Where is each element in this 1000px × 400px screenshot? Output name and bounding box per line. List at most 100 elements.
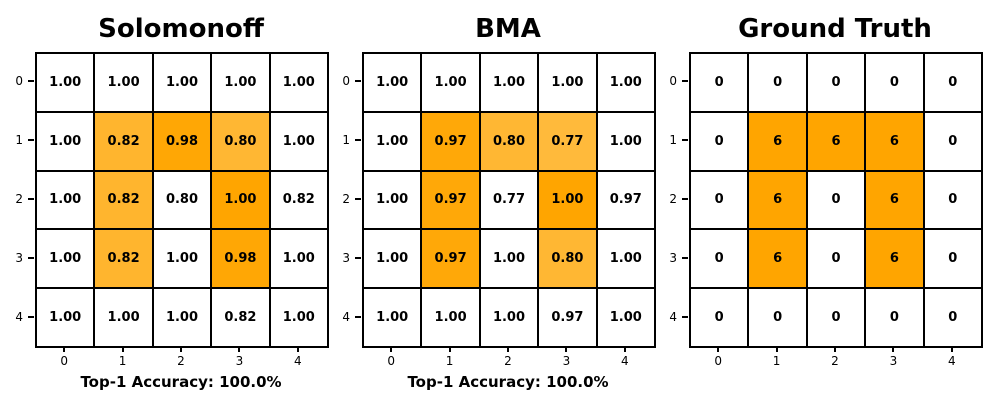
heatmap-cell: 1.00: [596, 111, 655, 171]
heatmap-cell: 6: [865, 111, 924, 171]
heatmap-cell: 1.00: [363, 111, 422, 171]
y-tick-label: 4: [669, 309, 677, 324]
heatmap-cell: 1.00: [479, 229, 539, 289]
heatmap-cell: 6: [748, 170, 807, 230]
heatmap-cell: 1.00: [363, 53, 422, 112]
x-tick-label: 1: [772, 354, 781, 368]
x-tick-mark: [296, 347, 299, 352]
y-tick-label: 2: [15, 192, 23, 206]
y-tick-mark: [355, 139, 361, 142]
y-tick-label: 2: [669, 192, 677, 206]
heatmap-cell: 0.97: [538, 288, 597, 347]
y-tick-label: 3: [342, 250, 350, 265]
heatmap-cell: 0: [748, 53, 807, 112]
x-tick-label: 3: [889, 354, 898, 368]
heatmap-cell: 0: [690, 111, 749, 171]
heatmap-cell: 0.80: [538, 229, 597, 289]
y-tick-mark: [355, 198, 361, 200]
heatmap-cell: 0.80: [479, 111, 539, 171]
x-tick-label: 4: [620, 354, 629, 368]
y-tick-mark: [28, 80, 34, 83]
x-tick-mark: [565, 347, 568, 352]
x-tick-mark: [834, 347, 836, 352]
x-tick-mark: [775, 347, 778, 352]
heatmap-cell: 0.97: [596, 170, 655, 230]
heatmap-cell: 0: [690, 288, 749, 347]
y-tick-mark: [28, 139, 34, 142]
heatmap-cell: 0.97: [421, 229, 480, 289]
heatmap-cell: 1.00: [269, 288, 328, 347]
x-tick-mark: [717, 347, 720, 352]
y-tick-label: 1: [15, 133, 23, 148]
heatmap-cell: 0: [923, 288, 982, 347]
heatmap-cell: 0: [806, 170, 866, 230]
heatmap-cell: 1.00: [596, 53, 655, 112]
y-tick-mark: [682, 256, 688, 259]
y-tick-mark: [28, 198, 34, 200]
x-tick-mark: [507, 347, 509, 352]
heatmap-cell: 0: [923, 170, 982, 230]
x-tick-label: 4: [947, 354, 956, 368]
heatmap-cell: 1.00: [538, 53, 597, 112]
heatmap-cell: 0.82: [94, 229, 153, 289]
heatmap-cell: 0: [923, 111, 982, 171]
x-tick-mark: [238, 347, 241, 352]
accuracy-label: Top-1 Accuracy: 100.0%: [80, 373, 282, 391]
heatmap-cell: 6: [806, 111, 866, 171]
heatmap-cell: 6: [865, 170, 924, 230]
x-tick-label: 2: [177, 354, 185, 368]
heatmap-cell: 0.82: [211, 288, 270, 347]
y-tick-mark: [28, 315, 34, 318]
heatmap-cell: 1.00: [94, 288, 153, 347]
y-tick-label: 0: [342, 74, 350, 89]
y-tick-mark: [28, 256, 34, 259]
heatmap-cell: 6: [748, 229, 807, 289]
y-tick-label: 4: [342, 309, 350, 324]
y-tick-label: 0: [669, 74, 677, 89]
x-tick-label: 1: [118, 354, 127, 368]
heatmap-cell: 1.00: [36, 288, 95, 347]
y-tick-label: 3: [15, 250, 23, 265]
heatmap-cell: 0: [690, 170, 749, 230]
heatmap-cell: 0: [923, 229, 982, 289]
x-tick-label: 0: [387, 354, 395, 368]
y-tick-label: 1: [342, 133, 350, 148]
heatmap-cell: 0: [690, 53, 749, 112]
heatmap-cell: 1.00: [538, 170, 597, 230]
heatmap-cell: 1.00: [211, 170, 270, 230]
heatmap-cell: 0: [748, 288, 807, 347]
heatmap-cell: 1.00: [596, 288, 655, 347]
heatmap-cell: 0.80: [152, 170, 212, 230]
x-tick-label: 0: [60, 354, 68, 368]
heatmap-cell: 0: [865, 288, 924, 347]
heatmap-cell: 0: [806, 53, 866, 112]
heatmap-cell: 0.80: [211, 111, 270, 171]
y-tick-mark: [355, 315, 361, 318]
heatmap-cell: 0.97: [421, 111, 480, 171]
heatmap-cell: 1.00: [269, 111, 328, 171]
y-tick-mark: [682, 80, 688, 83]
y-tick-label: 1: [669, 133, 677, 148]
panel-title: BMA: [475, 14, 541, 44]
x-tick-label: 0: [714, 354, 722, 368]
y-tick-label: 3: [669, 250, 677, 265]
heatmap-cell: 1.00: [36, 170, 95, 230]
x-tick-label: 2: [504, 354, 512, 368]
x-tick-mark: [390, 347, 393, 352]
heatmap-cell: 0.82: [94, 111, 153, 171]
heatmap-cell: 1.00: [152, 288, 212, 347]
y-tick-label: 0: [15, 74, 23, 89]
heatmap-cell: 1.00: [36, 229, 95, 289]
heatmap-cell: 1.00: [363, 288, 422, 347]
heatmap-cell: 1.00: [479, 53, 539, 112]
panel-bma: BMA 1.00 1.00 1.00 1.00 1.00 1.00 0.97 0.80 0.77…: [342, 0, 656, 400]
heatmap-cell: 1.00: [94, 53, 153, 112]
heatmap-cell: 1.00: [596, 229, 655, 289]
panel-solomonoff: Solomonoff 1.00 1.00 1.00 1.00 1.00 1.00 0.82 0…: [15, 0, 329, 400]
heatmap-cell: 0: [865, 53, 924, 112]
heatmap-cell: 0.98: [152, 111, 212, 171]
heatmap-cell: 1.00: [152, 229, 212, 289]
x-tick-label: 1: [445, 354, 454, 368]
